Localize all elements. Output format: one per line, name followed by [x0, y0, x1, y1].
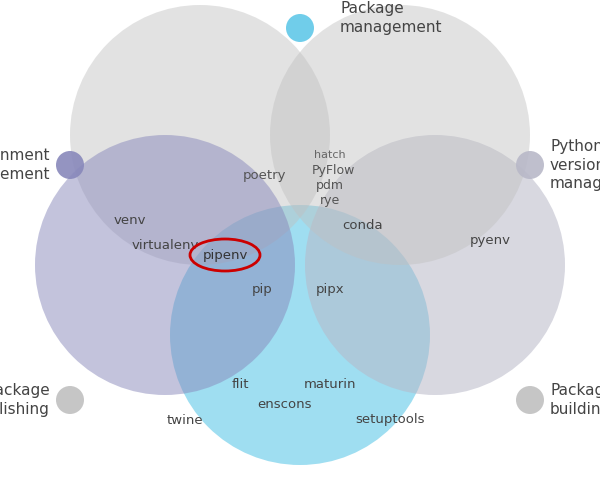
- Ellipse shape: [516, 151, 544, 179]
- Text: twine: twine: [167, 413, 203, 426]
- Text: Python
version
management: Python version management: [550, 139, 600, 191]
- Text: Environment
management: Environment management: [0, 148, 50, 182]
- Ellipse shape: [56, 151, 84, 179]
- Text: flit: flit: [231, 378, 249, 391]
- Ellipse shape: [516, 386, 544, 414]
- Text: pdm: pdm: [316, 178, 344, 191]
- Text: Package
publishing: Package publishing: [0, 383, 50, 417]
- Text: Package
building: Package building: [550, 383, 600, 417]
- Text: rye: rye: [320, 193, 340, 206]
- Text: virtualenv: virtualenv: [131, 238, 199, 252]
- Text: PyFlow: PyFlow: [311, 163, 355, 176]
- Ellipse shape: [70, 5, 330, 265]
- Text: pipx: pipx: [316, 284, 344, 297]
- Text: pyenv: pyenv: [470, 233, 511, 246]
- Text: pip: pip: [251, 284, 272, 297]
- Ellipse shape: [56, 386, 84, 414]
- Ellipse shape: [270, 5, 530, 265]
- Ellipse shape: [305, 135, 565, 395]
- Ellipse shape: [286, 14, 314, 42]
- Text: Package
management: Package management: [340, 1, 443, 35]
- Text: setuptools: setuptools: [355, 413, 425, 426]
- Text: enscons: enscons: [258, 398, 312, 411]
- Text: hatch: hatch: [314, 150, 346, 160]
- Text: poetry: poetry: [243, 168, 287, 181]
- Text: conda: conda: [343, 218, 383, 231]
- Text: maturin: maturin: [304, 378, 356, 391]
- Ellipse shape: [35, 135, 295, 395]
- Ellipse shape: [170, 205, 430, 465]
- Text: venv: venv: [114, 213, 146, 226]
- Text: pipenv: pipenv: [202, 248, 248, 262]
